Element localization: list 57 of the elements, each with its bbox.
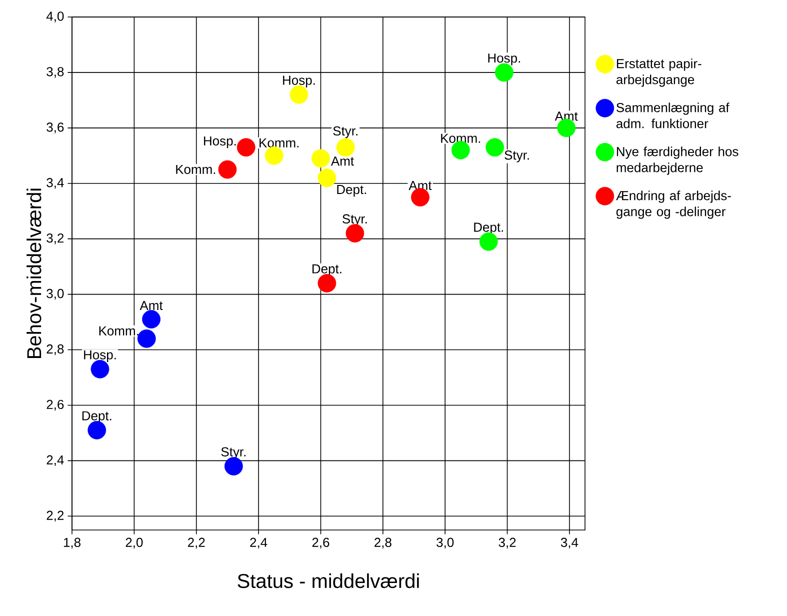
- x-axis-title: Status - middelværdi: [238, 573, 419, 588]
- x-tick-label: 3,2: [498, 538, 516, 549]
- point: [346, 224, 364, 242]
- y-tick-label: 3,4: [46, 178, 64, 189]
- point: [336, 138, 355, 157]
- point: [137, 329, 156, 348]
- legend-label: Nye færdigheder hos medarbejderne: [616, 146, 738, 175]
- annotation: Komm.: [260, 138, 298, 148]
- point: [318, 274, 336, 292]
- annotation: Styr.: [221, 447, 246, 460]
- annotation: Hosp.: [84, 350, 116, 362]
- annotation: Styr.: [342, 214, 367, 226]
- point: [312, 149, 330, 168]
- point: [479, 232, 498, 251]
- annotation: Styr.: [504, 150, 529, 162]
- point: [486, 138, 504, 157]
- x-tick-label: 2,4: [250, 538, 268, 549]
- y-tick-label: 4,0: [46, 12, 64, 22]
- x-tick-label: 2,6: [312, 538, 330, 549]
- y-tick-label: 2,4: [46, 455, 64, 466]
- annotation: Komm.: [441, 134, 480, 143]
- point: [88, 420, 106, 440]
- y-tick-label: 2,2: [46, 510, 64, 522]
- annotation: Dept.: [82, 411, 112, 423]
- annotation: Amt: [140, 301, 163, 310]
- legend-label: Erstattet papir-arbejdsgange: [616, 58, 702, 87]
- x-tick-label: 2,2: [188, 538, 205, 549]
- x-tick-label: 3,4: [560, 538, 578, 549]
- annotation: Dept.: [312, 264, 342, 276]
- point: [224, 457, 243, 476]
- y-tick-label: 3,2: [46, 233, 64, 244]
- y-tick-label: 3,0: [46, 288, 64, 300]
- y-axis-title: Behov-middelværdi: [26, 188, 42, 358]
- legend-label: Ændring af arbejds-gange og -delinger: [616, 190, 731, 219]
- x-tick-label: 2,8: [374, 538, 392, 549]
- x-tick-label: 1,8: [64, 538, 80, 549]
- annotation: Hosp.: [488, 54, 520, 66]
- annotation: Styr.: [333, 126, 358, 138]
- annotation: Komm.: [176, 164, 216, 174]
- y-tick-label: 3,6: [46, 122, 64, 134]
- annotation: Hosp.: [283, 76, 315, 88]
- annotation: Komm.: [99, 326, 138, 336]
- annotation: Dept.: [474, 222, 503, 234]
- x-tick-label: 2,0: [126, 538, 143, 549]
- annotation: Dept.: [337, 185, 366, 197]
- y-tick-label: 2,8: [46, 344, 64, 356]
- point: [218, 160, 237, 179]
- legend-label: Sammenlægning af adm. funktioner: [616, 102, 730, 128]
- y-tick-label: 2,6: [46, 400, 64, 411]
- x-tick-label: 3,0: [436, 538, 454, 549]
- point: [236, 138, 256, 157]
- annotation: Amt: [330, 156, 354, 166]
- point: [264, 146, 284, 165]
- point: [318, 168, 336, 188]
- point: [142, 310, 160, 328]
- annotation: Hosp.: [204, 136, 236, 148]
- y-tick-label: 3,8: [46, 67, 64, 78]
